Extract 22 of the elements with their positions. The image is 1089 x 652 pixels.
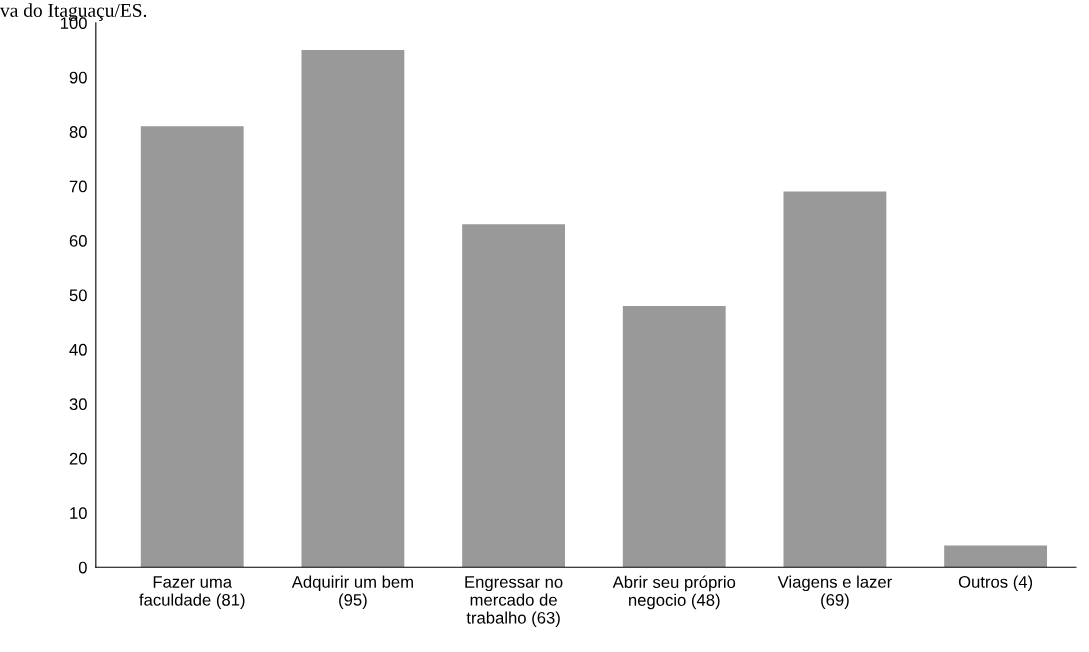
x-tick-label: Abrir seu próprio negocio (48) (612, 575, 736, 610)
y-tick-label: 0 (78, 561, 87, 574)
y-tick-label: 60 (69, 234, 87, 247)
bar (462, 224, 565, 568)
y-tick-label: 70 (69, 180, 87, 193)
y-tick-label: 30 (69, 398, 87, 411)
bar (140, 126, 244, 568)
x-tick-label: Viagens e lazer (69) (777, 575, 892, 610)
bar (301, 50, 405, 568)
x-tick-label: Outros (4) (958, 575, 1033, 592)
y-tick-label: 40 (69, 343, 87, 356)
bar (783, 191, 887, 568)
y-tick-label: 90 (69, 71, 87, 84)
y-tick-label: 80 (69, 126, 87, 138)
y-tick-label: 50 (69, 289, 87, 302)
y-tick-label: 20 (69, 452, 87, 465)
x-tick-label: Adquirir um bem (95) (291, 575, 413, 610)
bar (622, 305, 726, 568)
y-tick-label: 10 (70, 507, 87, 519)
x-tick-label: Fazer uma faculdade (81) (139, 576, 245, 610)
bar (944, 545, 1048, 568)
x-tick-label: Engressar no mercado de trabalho (63) (465, 576, 563, 628)
